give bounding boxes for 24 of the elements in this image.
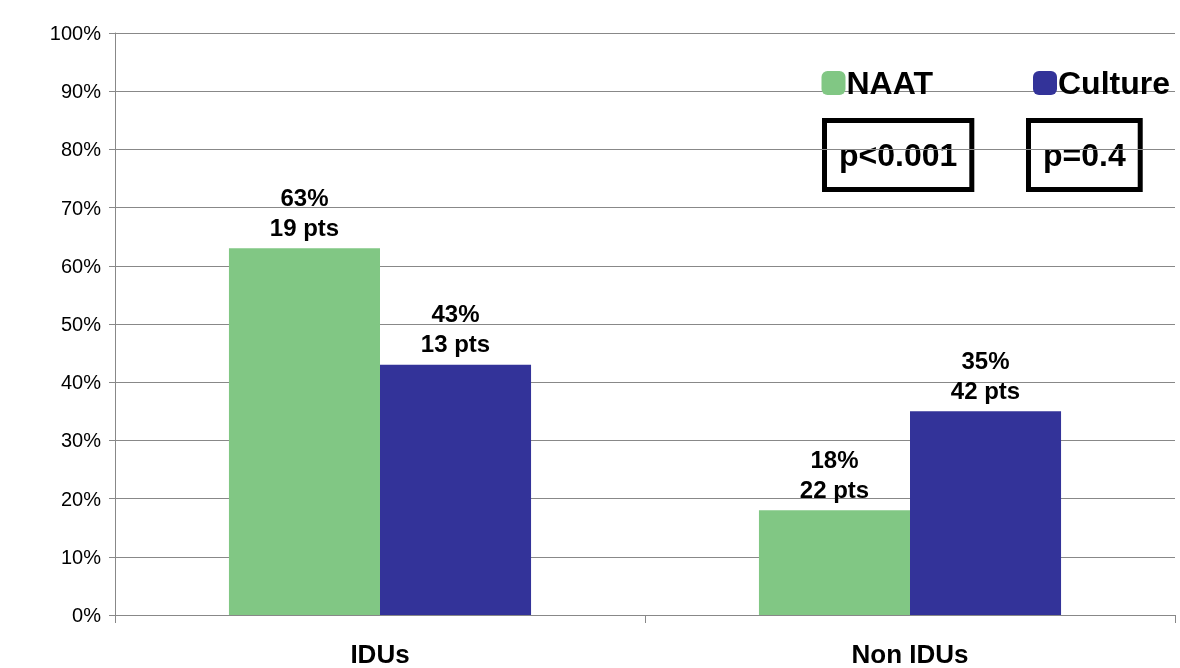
- y-tick-label: 60%: [60, 254, 102, 277]
- y-tick-label: 0%: [72, 604, 102, 626]
- data-label: 63% 19 pts: [269, 183, 340, 241]
- y-tick-label: 70%: [60, 196, 102, 219]
- legend-label: NAAT: [846, 65, 934, 101]
- y-tick-label: 50%: [60, 313, 102, 335]
- y-tick-label: 80%: [60, 138, 102, 161]
- annotation: p<0.001: [839, 137, 958, 173]
- bar: [758, 510, 910, 615]
- y-tick-label: 20%: [60, 487, 102, 510]
- data-label: 18% 22 pts: [799, 445, 870, 503]
- y-tick-label: 100%: [49, 22, 102, 44]
- legend-label: Culture: [1058, 65, 1170, 101]
- bar: [910, 411, 1062, 615]
- y-tick-label: 10%: [60, 545, 102, 568]
- x-tick-label: IDUs: [350, 639, 410, 668]
- data-label: 43% 13 pts: [420, 300, 491, 358]
- data-label: 35% 42 pts: [950, 346, 1021, 404]
- x-tick-label: Non IDUs: [851, 639, 969, 668]
- y-tick-label: 40%: [60, 371, 102, 394]
- bar: [380, 364, 532, 615]
- y-tick-label: 90%: [60, 80, 102, 103]
- bar: [228, 248, 380, 615]
- y-tick-label: 30%: [60, 429, 102, 452]
